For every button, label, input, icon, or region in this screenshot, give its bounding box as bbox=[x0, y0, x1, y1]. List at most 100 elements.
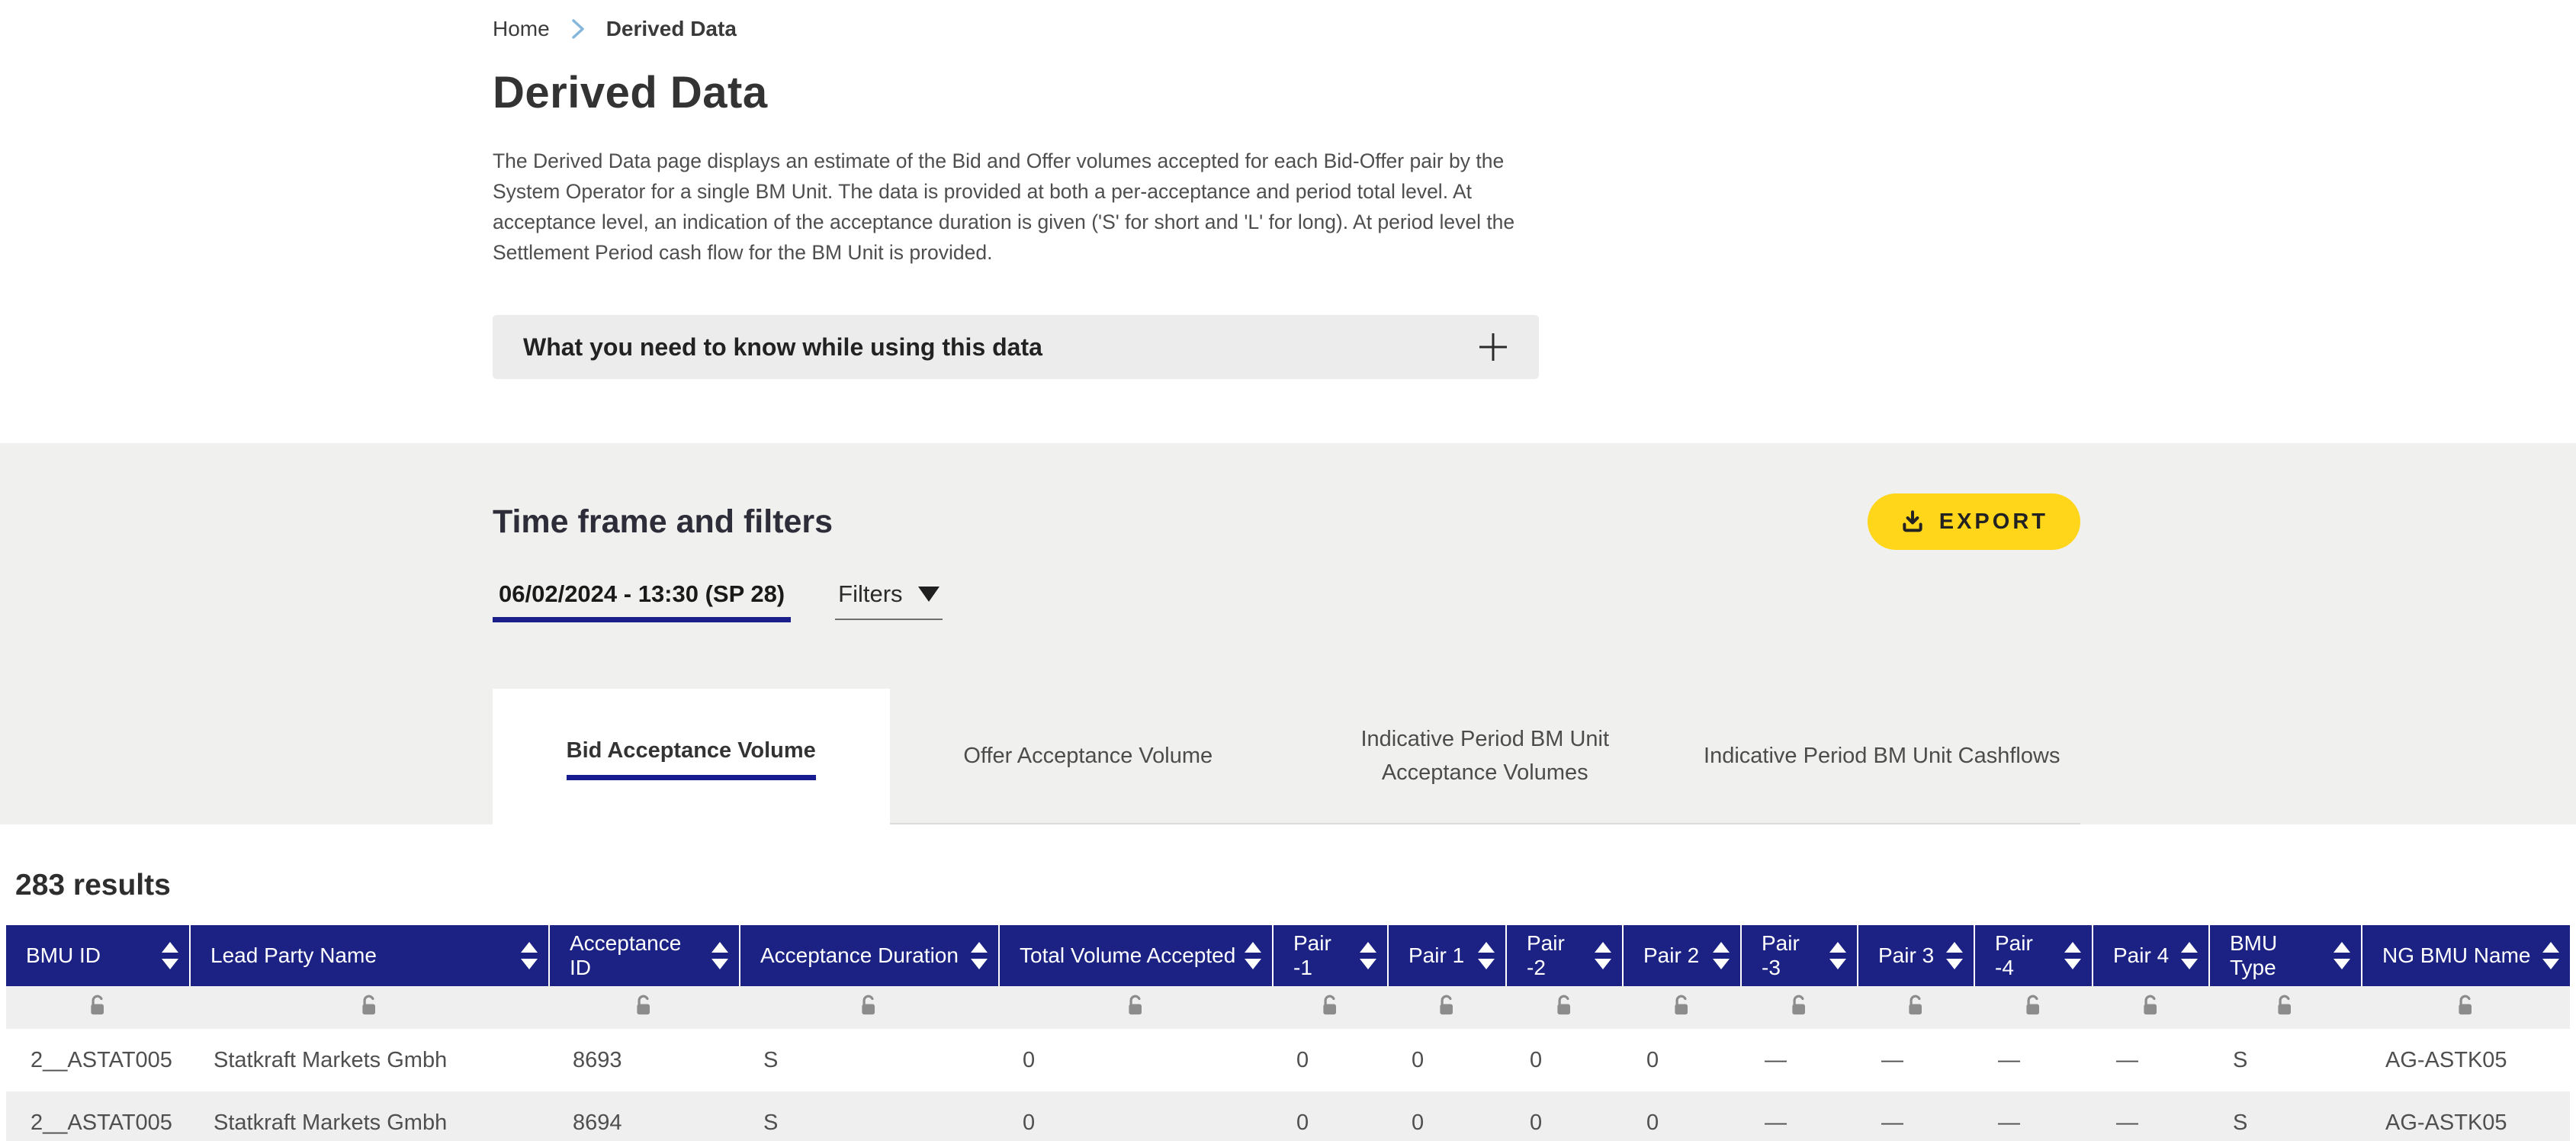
timeframe-filters-section: Time frame and filters EXPORT 06/02/2024… bbox=[0, 443, 2576, 824]
column-header-pair-4[interactable]: Pair -4 bbox=[1974, 925, 2092, 986]
column-lock-pair-1[interactable] bbox=[1387, 986, 1505, 1029]
column-lock-pair-3[interactable] bbox=[1740, 986, 1857, 1029]
timeframe-selector[interactable]: 06/02/2024 - 13:30 (SP 28) bbox=[493, 580, 792, 622]
column-lock-acceptance-duration[interactable] bbox=[739, 986, 998, 1029]
column-header-label: Pair -1 bbox=[1293, 931, 1331, 979]
cell-pair-2: 0 bbox=[1622, 1029, 1740, 1091]
cell-bmu-type: S bbox=[2208, 1029, 2361, 1091]
column-header-label: Pair -2 bbox=[1527, 931, 1565, 979]
cell-acceptance-id: 8694 bbox=[548, 1091, 739, 1141]
column-header-label: BMU Type bbox=[2230, 931, 2278, 979]
column-lock-lead-party-name[interactable] bbox=[189, 986, 548, 1029]
cell-acceptance-id: 8693 bbox=[548, 1029, 739, 1091]
column-lock-bmu-id[interactable] bbox=[6, 986, 189, 1029]
column-header-pair-1[interactable]: Pair 1 bbox=[1387, 925, 1505, 986]
column-header-pair-1[interactable]: Pair -1 bbox=[1272, 925, 1387, 986]
column-header-bmu-type[interactable]: BMU Type bbox=[2208, 925, 2361, 986]
sort-arrows-icon[interactable] bbox=[521, 942, 538, 969]
cell-bmu-type: S bbox=[2208, 1091, 2361, 1141]
sort-arrows-icon[interactable] bbox=[1595, 942, 1611, 969]
sort-arrows-icon[interactable] bbox=[2181, 942, 2198, 969]
cell-lead-party-name: Statkraft Markets Gmbh bbox=[189, 1029, 548, 1091]
breadcrumb: Home Derived Data bbox=[493, 0, 2080, 41]
column-header-label: Pair 4 bbox=[2113, 943, 2170, 967]
column-header-lead-party-name[interactable]: Lead Party Name bbox=[189, 925, 548, 986]
cell-pair-1: 0 bbox=[1387, 1091, 1505, 1141]
tab-indicative-period-bm-unit-acceptance-volumes[interactable]: Indicative Period BM Unit Acceptance Vol… bbox=[1286, 689, 1684, 824]
sort-arrows-icon[interactable] bbox=[1478, 942, 1495, 969]
sort-arrows-icon[interactable] bbox=[2333, 942, 2350, 969]
filters-dropdown[interactable]: Filters bbox=[835, 580, 943, 620]
results-count: 283 results bbox=[15, 869, 171, 902]
column-header-label: Acceptance Duration bbox=[760, 943, 959, 967]
column-lock-total-volume-accepted[interactable] bbox=[998, 986, 1272, 1029]
column-header-label: Pair 2 bbox=[1643, 943, 1700, 967]
column-lock-pair-4[interactable] bbox=[2092, 986, 2208, 1029]
cell-bmu-id: 2__ASTAT005 bbox=[6, 1029, 189, 1091]
column-lock-pair-1[interactable] bbox=[1272, 986, 1387, 1029]
download-icon bbox=[1900, 509, 1926, 535]
accordion-title: What you need to know while using this d… bbox=[523, 333, 1042, 361]
cell-pair-4: — bbox=[1974, 1091, 2092, 1141]
cell-pair-4: — bbox=[2092, 1091, 2208, 1141]
column-header-acceptance-duration[interactable]: Acceptance Duration bbox=[739, 925, 998, 986]
cell-acceptance-duration: S bbox=[739, 1091, 998, 1141]
column-header-ng-bmu-name[interactable]: NG BMU Name bbox=[2361, 925, 2570, 986]
cell-pair-3: — bbox=[1740, 1091, 1857, 1141]
column-lock-ng-bmu-name[interactable] bbox=[2361, 986, 2570, 1029]
table-row: 2__ASTAT005 Statkraft Markets Gmbh 8693 S 0 0… bbox=[6, 1029, 2570, 1091]
filters-label: Filters bbox=[838, 580, 903, 607]
data-tabs: Bid Acceptance Volume Offer Acceptance V… bbox=[493, 689, 2080, 824]
column-header-total-volume-accepted[interactable]: Total Volume Accepted bbox=[998, 925, 1272, 986]
sort-arrows-icon[interactable] bbox=[162, 942, 178, 969]
column-lock-bmu-type[interactable] bbox=[2208, 986, 2361, 1029]
sort-arrows-icon[interactable] bbox=[971, 942, 988, 969]
cell-ng-bmu-name: AG-ASTK05 bbox=[2361, 1029, 2570, 1091]
cell-pair-2: 0 bbox=[1622, 1091, 1740, 1141]
cell-pair-4: — bbox=[1974, 1029, 2092, 1091]
sort-arrows-icon[interactable] bbox=[1713, 942, 1730, 969]
export-button[interactable]: EXPORT bbox=[1867, 493, 2080, 550]
column-lock-pair-2[interactable] bbox=[1622, 986, 1740, 1029]
page-title: Derived Data bbox=[493, 68, 768, 117]
sort-arrows-icon[interactable] bbox=[1829, 942, 1846, 969]
sort-arrows-icon[interactable] bbox=[711, 942, 728, 969]
cell-pair-2: 0 bbox=[1505, 1029, 1622, 1091]
column-header-acceptance-id[interactable]: Acceptance ID bbox=[548, 925, 739, 986]
tab-offer-acceptance-volume[interactable]: Offer Acceptance Volume bbox=[889, 689, 1286, 824]
cell-pair-2: 0 bbox=[1505, 1091, 1622, 1141]
cell-acceptance-duration: S bbox=[739, 1029, 998, 1091]
derived-data-table: BMU ID Lead Party Name Acceptance ID Accept… bbox=[6, 925, 2570, 1141]
tab-bid-acceptance-volume[interactable]: Bid Acceptance Volume bbox=[493, 689, 890, 824]
sort-arrows-icon[interactable] bbox=[1245, 942, 1261, 969]
sort-arrows-icon[interactable] bbox=[1360, 942, 1376, 969]
column-header-bmu-id[interactable]: BMU ID bbox=[6, 925, 189, 986]
cell-total-volume-accepted: 0 bbox=[998, 1091, 1272, 1141]
cell-pair-3: — bbox=[1740, 1029, 1857, 1091]
sort-arrows-icon[interactable] bbox=[2542, 942, 2559, 969]
column-header-pair-2[interactable]: Pair -2 bbox=[1505, 925, 1622, 986]
column-header-pair-3[interactable]: Pair 3 bbox=[1857, 925, 1974, 986]
tab-indicative-period-bm-unit-cashflows[interactable]: Indicative Period BM Unit Cashflows bbox=[1683, 689, 2080, 824]
plus-icon[interactable] bbox=[1478, 332, 1508, 362]
cell-pair-1: 0 bbox=[1272, 1091, 1387, 1141]
column-header-pair-4[interactable]: Pair 4 bbox=[2092, 925, 2208, 986]
sort-arrows-icon[interactable] bbox=[2064, 942, 2081, 969]
sort-arrows-icon[interactable] bbox=[1946, 942, 1963, 969]
cell-ng-bmu-name: AG-ASTK05 bbox=[2361, 1091, 2570, 1141]
cell-pair-3: — bbox=[1857, 1091, 1974, 1141]
column-header-pair-2[interactable]: Pair 2 bbox=[1622, 925, 1740, 986]
column-lock-pair-2[interactable] bbox=[1505, 986, 1622, 1029]
column-header-pair-3[interactable]: Pair -3 bbox=[1740, 925, 1857, 986]
column-lock-pair-3[interactable] bbox=[1857, 986, 1974, 1029]
cell-total-volume-accepted: 0 bbox=[998, 1029, 1272, 1091]
page-description: The Derived Data page displays an estima… bbox=[493, 149, 1515, 264]
column-lock-acceptance-id[interactable] bbox=[548, 986, 739, 1029]
column-header-label: BMU ID bbox=[26, 943, 101, 967]
column-header-label: Acceptance ID bbox=[570, 931, 682, 979]
cell-pair-4: — bbox=[2092, 1029, 2208, 1091]
cell-pair-1: 0 bbox=[1387, 1029, 1505, 1091]
breadcrumb-home-link[interactable]: Home bbox=[493, 17, 550, 40]
info-accordion[interactable]: What you need to know while using this d… bbox=[493, 315, 1539, 379]
column-lock-pair-4[interactable] bbox=[1974, 986, 2092, 1029]
